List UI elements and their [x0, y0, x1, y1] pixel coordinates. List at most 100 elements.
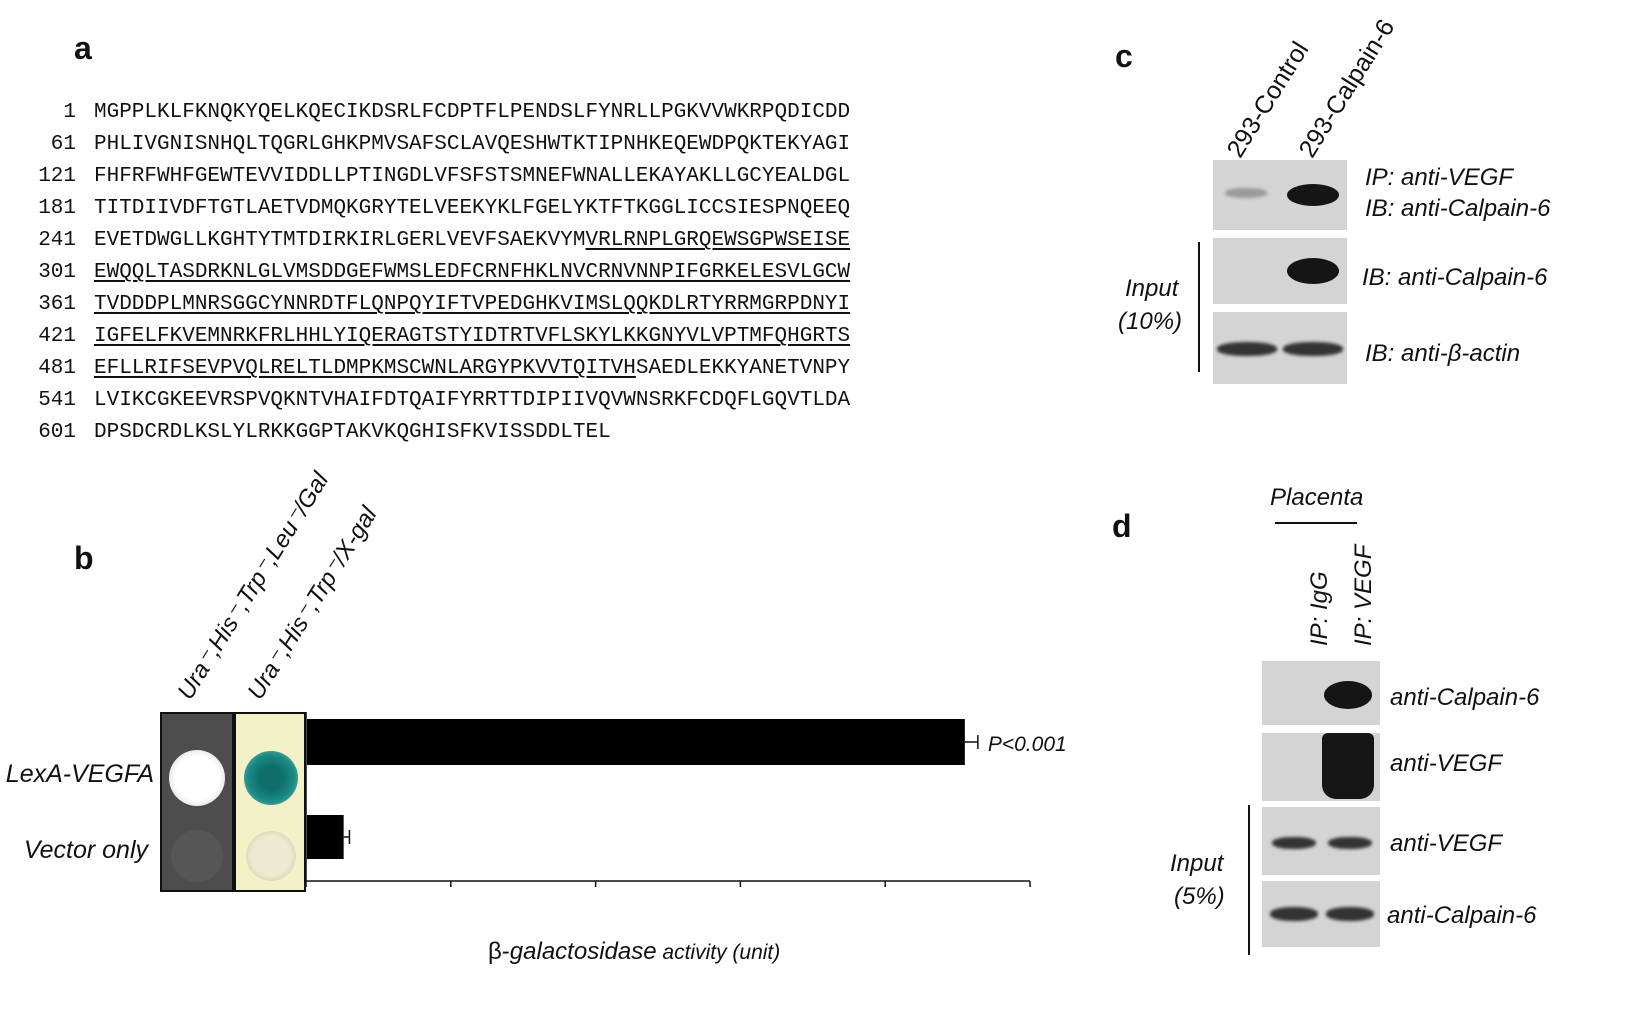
row-label-vegfa: LexA-VEGFA	[5, 760, 154, 788]
sequence-segment: TITDIIVDFTGTLAETVDMQKGRYTELVEEKYKLFGELYK…	[94, 197, 851, 220]
gal-plate	[160, 712, 234, 892]
band-d-input-vegf-igg	[1272, 837, 1316, 849]
band-d-ip-vegf	[1322, 733, 1374, 799]
blot-d-ip-vegf	[1262, 733, 1380, 801]
blot-c-input-calpain6	[1213, 238, 1347, 304]
lane-label-293-calpain6: 293-Calpain-6	[1293, 14, 1401, 163]
sequence-residues: TVDDDPLMNRSGGCYNNRDTFLQNPQYIFTVPEDGHKVIM…	[94, 289, 850, 321]
blot-d-input-vegf	[1262, 807, 1380, 875]
sequence-position: 481	[38, 357, 76, 380]
blot-c-label-actin: IB: anti-β-actin	[1365, 340, 1521, 367]
band-c-actin-control	[1217, 342, 1277, 356]
sequence-position: 181	[38, 197, 76, 220]
blot-c-actin	[1213, 312, 1347, 384]
beta-gal-bar-chart: P<0.001020406080100	[305, 712, 1067, 887]
blot-c-ip	[1213, 160, 1347, 230]
sequence-position: 541	[38, 389, 76, 412]
sequence-segment-underlined: EWQQLTASDRKNLGLVMSDDGEFWMSLEDFCRNFHKLNVC…	[94, 261, 851, 284]
sequence-position: 1	[63, 101, 76, 124]
xgal-plate	[234, 712, 306, 892]
panel-d-label: d	[1112, 508, 1132, 544]
sequence-segment: PHLIVGNISNHQLTQGRLGHKPMVSAFSCLAVQESHWTKT…	[94, 133, 851, 156]
blot-c-label-ib2: IB: anti-Calpain-6	[1362, 264, 1548, 291]
x-axis-label-rest: activity (unit)	[656, 941, 781, 964]
sequence-row: 421 IGFELFKVEMNRKFRLHHLYIQERAGTSTYIDTRTVF…	[0, 321, 1090, 353]
sequence-row: 601 DPSDCRDLKSLYLRKKGGPTAKVKQGHISFKVISSDD…	[0, 417, 1090, 449]
sequence-segment: DPSDCRDLKSLYLRKKGGPTAKVKQGHISFKVISSDDLTE…	[94, 421, 611, 444]
sequence-segment: FHFRFWHFGEWTEVVIDDLLPTINGDLVFSFSTSMNEFWN…	[94, 165, 851, 188]
band-c-ip-control	[1225, 188, 1267, 198]
sequence-row: 1 MGPPLKLFKNQKYQELKQECIKDSRLFCDPTFLPENDSL…	[0, 97, 1090, 129]
input-pct-c: (10%)	[1118, 308, 1183, 335]
sequence-residues: IGFELFKVEMNRKFRLHHLYIQERAGTSTYIDTRTVFLSK…	[94, 321, 850, 353]
panel-a-label: a	[74, 30, 92, 66]
gal-colony-vegfa	[169, 750, 225, 806]
protein-sequence: 1 MGPPLKLFKNQKYQELKQECIKDSRLFCDPTFLPENDSL…	[0, 97, 1090, 457]
sequence-segment-underlined: IGFELFKVEMNRKFRLHHLYIQERAGTSTYIDTRTVFLSK…	[94, 325, 851, 348]
sequence-segment: LVIKCGKEEVRSPVQKNTVHAIFDTQAIFYRRTTDIPIIV…	[94, 389, 851, 412]
sequence-segment-underlined: EFLLRIFSEVPVQLRELTLDMPKMSCWNLARGYPKVVTQI…	[94, 357, 636, 380]
sequence-segment-underlined: TVDDDPLMNRSGGCYNNRDTFLQNPQYIFTVPEDGHKVIM…	[94, 293, 851, 316]
sequence-row: 61 PHLIVGNISNHQLTQGRLGHKPMVSAFSCLAVQESHWT…	[0, 129, 1090, 161]
sequence-residues: EFLLRIFSEVPVQLRELTLDMPKMSCWNLARGYPKVVTQI…	[94, 353, 850, 385]
x-axis-label-greek: β-	[488, 938, 510, 965]
sequence-position: 241	[38, 229, 76, 252]
sequence-row: 541 LVIKCGKEEVRSPVQKNTVHAIFDTQAIFYRRTTDIP…	[0, 385, 1090, 417]
bar-lexa-vegfa	[307, 719, 965, 765]
sequence-residues: LVIKCGKEEVRSPVQKNTVHAIFDTQAIFYRRTTDIPIIV…	[94, 385, 850, 417]
band-c-actin-calpain6	[1283, 342, 1343, 356]
sequence-row: 361 TVDDDPLMNRSGGCYNNRDTFLQNPQYIFTVPEDGHK…	[0, 289, 1090, 321]
sequence-residues: FHFRFWHFGEWTEVVIDDLLPTINGDLVFSFSTSMNEFWN…	[94, 161, 850, 193]
input-label-d: Input	[1170, 850, 1224, 877]
blot-c-label-ib1: IB: anti-Calpain-6	[1365, 195, 1551, 222]
blot-d-label-2: anti-VEGF	[1390, 750, 1503, 777]
sequence-residues: TITDIIVDFTGTLAETVDMQKGRYTELVEEKYKLFGELYK…	[94, 193, 850, 225]
sequence-position: 421	[38, 325, 76, 348]
input-bracket-d	[1248, 805, 1250, 955]
blot-d-label-3: anti-VEGF	[1390, 830, 1503, 857]
x-axis-label: β-galactosidase activity (unit)	[488, 938, 780, 966]
plate-column-label-xgal: Ura⁻,His⁻,Trp⁻/X-gal	[242, 502, 383, 705]
p-value-annotation: P<0.001	[988, 733, 1067, 756]
band-c-input-calpain6	[1287, 258, 1339, 284]
gal-colony-vector	[171, 830, 223, 882]
input-bracket-c	[1198, 242, 1200, 372]
lane-label-ip-igg: IP: IgG	[1306, 571, 1333, 646]
sequence-residues: MGPPLKLFKNQKYQELKQECIKDSRLFCDPTFLPENDSLF…	[94, 97, 850, 129]
sequence-segment: MGPPLKLFKNQKYQELKQECIKDSRLFCDPTFLPENDSLF…	[94, 101, 851, 124]
input-pct-d: (5%)	[1174, 883, 1225, 910]
sequence-position: 61	[50, 133, 76, 156]
placenta-header: Placenta	[1270, 484, 1364, 511]
band-c-ip-calpain6	[1287, 184, 1339, 206]
sequence-position: 601	[38, 421, 76, 444]
panel-c-label: c	[1115, 38, 1133, 74]
x-axis-label-main: galactosidase	[509, 938, 657, 965]
sequence-position: 361	[38, 293, 76, 316]
blot-d-label-1: anti-Calpain-6	[1390, 684, 1540, 711]
sequence-position: 121	[38, 165, 76, 188]
sequence-segment: SAEDLEKKYANETVNPY	[635, 357, 851, 380]
panel-b-label: b	[74, 540, 94, 576]
blot-d-input-calpain6	[1262, 881, 1380, 947]
sequence-residues: DPSDCRDLKSLYLRKKGGPTAKVKQGHISFKVISSDDLTE…	[94, 417, 611, 449]
lane-label-ip-vegf: IP: VEGF	[1350, 544, 1377, 646]
sequence-row: 121 FHFRFWHFGEWTEVVIDDLLPTINGDLVFSFSTSMNE…	[0, 161, 1090, 193]
xgal-colony-vector	[246, 831, 296, 881]
sequence-row: 301 EWQQLTASDRKNLGLVMSDDGEFWMSLEDFCRNFHKL…	[0, 257, 1090, 289]
sequence-position: 301	[38, 261, 76, 284]
xgal-colony-vegfa	[244, 751, 298, 805]
band-d-input-calpain6-vegf	[1326, 907, 1374, 921]
sequence-segment-underlined: VRLRNPLGRQEWSGPWSEISE	[585, 229, 851, 252]
sequence-residues: EVETDWGLLKGHTYTMTDIRKIRLGERLVEVFSAEKVYMV…	[94, 225, 850, 257]
sequence-row: 481 EFLLRIFSEVPVQLRELTLDMPKMSCWNLARGYPKVV…	[0, 353, 1090, 385]
row-label-vector: Vector only	[23, 836, 148, 864]
blot-d-ip-calpain6	[1262, 661, 1380, 725]
sequence-segment: EVETDWGLLKGHTYTMTDIRKIRLGERLVEVFSAEKVYM	[94, 229, 586, 252]
input-label-c: Input	[1125, 275, 1179, 302]
bar-vector-only	[307, 815, 344, 859]
blot-d-label-4: anti-Calpain-6	[1387, 902, 1537, 929]
sequence-residues: PHLIVGNISNHQLTQGRLGHKPMVSAFSCLAVQESHWTKT…	[94, 129, 850, 161]
blot-c-label-ip: IP: anti-VEGF	[1365, 164, 1514, 191]
sequence-row: 181 TITDIIVDFTGTLAETVDMQKGRYTELVEEKYKLFGE…	[0, 193, 1090, 225]
sequence-row: 241 EVETDWGLLKGHTYTMTDIRKIRLGERLVEVFSAEKV…	[0, 225, 1090, 257]
